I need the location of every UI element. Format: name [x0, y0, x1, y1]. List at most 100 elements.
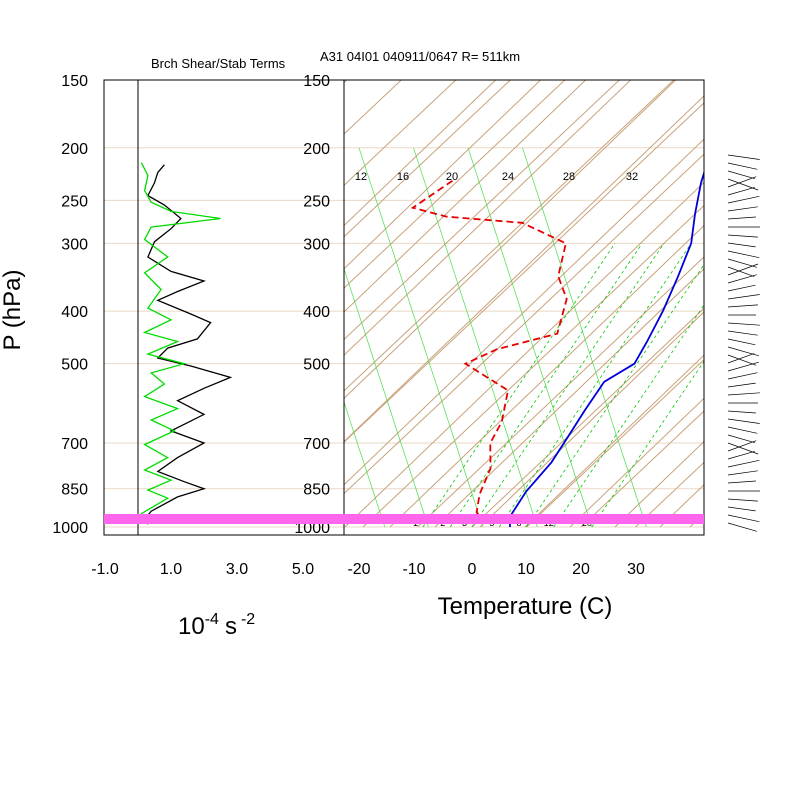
dry-adiabat-line [344, 181, 704, 528]
stability-term-line [140, 162, 221, 525]
moist-adiabat-label: 16 [397, 171, 409, 183]
wind-barb [727, 170, 755, 180]
wind-barb [727, 338, 756, 346]
dry-adiabat-line [389, 224, 704, 528]
isotherm-line [471, 307, 704, 528]
wind-barb [727, 274, 757, 284]
wind-barb [727, 426, 758, 434]
wind-barb [727, 266, 755, 277]
moist-adiabat-label: 28 [563, 171, 575, 183]
wind-barb [727, 154, 760, 160]
wind-barb [727, 294, 760, 300]
right-x-axis-label: Temperature (C) [438, 593, 613, 620]
wind-barb [727, 459, 760, 468]
y-axis-label: P (hPa) [0, 270, 26, 351]
wind-barb [727, 514, 760, 523]
isotherm-line [344, 80, 566, 289]
moist-adiabat-label: 24 [502, 171, 514, 183]
isotherm-line [689, 513, 704, 528]
temperature-profile [508, 170, 704, 528]
wind-barb [727, 522, 757, 532]
wind-barb [727, 234, 758, 238]
wind-barb [727, 442, 759, 455]
temperature-tick-label: -10 [402, 561, 425, 578]
chart-title: A31 04I01 040911/0647 R= 511km [320, 49, 520, 64]
pressure-label: 150 [61, 73, 88, 90]
temperature-tick-label: 20 [572, 561, 590, 578]
wind-barb [727, 372, 758, 380]
dry-adiabat-line [524, 354, 704, 528]
isotherm-line [0, 80, 292, 527]
pressure-label: 200 [303, 141, 330, 158]
moist-adiabat-line [522, 147, 647, 528]
isotherm-line [344, 80, 675, 392]
dry-adiabat-line [795, 0, 800, 527]
pressure-label: 250 [303, 193, 330, 210]
moist-adiabat-line [413, 147, 538, 528]
skewt-frame [343, 79, 705, 536]
wind-barb [727, 354, 757, 366]
pressure-label: 250 [61, 193, 88, 210]
pressure-label: 500 [303, 357, 330, 374]
wind-barb [727, 410, 756, 414]
pressure-label: 700 [61, 436, 88, 453]
moist-adiabat-line [344, 400, 386, 528]
wind-barb [727, 162, 758, 170]
pressure-label: 200 [61, 141, 88, 158]
isotherm-line [344, 80, 402, 135]
wind-barb [727, 206, 758, 212]
left-x-tick-label: 1.0 [160, 561, 182, 578]
pressure-label: 300 [61, 236, 88, 253]
isotherm-line [344, 80, 511, 238]
wind-barb [727, 284, 756, 292]
wind-barb [727, 382, 756, 388]
dry-adiabat-line [344, 80, 632, 356]
moist-adiabat-line [467, 147, 593, 528]
isotherm-line [362, 204, 704, 528]
pressure-label: 400 [61, 304, 88, 321]
dry-adiabat-line [344, 80, 677, 400]
isotherm-line [635, 461, 704, 528]
wind-barb [727, 392, 760, 396]
dry-adiabat-line [705, 0, 800, 527]
dry-adiabat-line [479, 311, 704, 528]
left-x-tick-label: 3.0 [226, 561, 248, 578]
pressure-label: 500 [61, 357, 88, 374]
wind-barb [727, 176, 757, 188]
dry-adiabat-line [750, 0, 800, 527]
isotherm-line [344, 153, 704, 495]
pressure-label: 700 [303, 436, 330, 453]
isotherm-line [745, 80, 800, 527]
wind-barb [727, 195, 760, 204]
wind-barb [727, 242, 756, 248]
dry-adiabat-line [434, 268, 704, 528]
wind-barb [727, 263, 759, 276]
left-panel-title: Brch Shear/Stab Terms [151, 56, 286, 71]
wind-barb [727, 330, 758, 336]
shear-stability-panel: -1.0 1.0 3.0 5.0 [91, 79, 345, 578]
mixing-ratio-line [422, 243, 616, 528]
surface-band [104, 514, 704, 524]
temperature-tick-label: -20 [347, 561, 370, 578]
moist-adiabat-label: 12 [355, 171, 367, 183]
wind-barb [727, 186, 755, 196]
isotherm-line [417, 256, 704, 528]
left-x-tick-label: 5.0 [292, 561, 314, 578]
wind-barb [727, 434, 755, 444]
pressure-label: 1000 [294, 520, 330, 537]
pressure-label: 150 [303, 73, 330, 90]
mixing-ratio-line [591, 360, 704, 528]
wind-barb [727, 470, 758, 476]
wind-barb [727, 322, 760, 326]
moist-adiabat-line [344, 267, 429, 528]
left-x-axis-label: 10-4 s -2 [178, 611, 255, 640]
mixing-ratio-line [498, 243, 692, 528]
wind-barb [727, 361, 759, 372]
dry-adiabat-line [344, 138, 704, 486]
wind-barb [727, 418, 760, 424]
moist-adiabat-label: 32 [626, 171, 638, 183]
temperature-tick-label: 10 [517, 561, 535, 578]
dry-adiabat-line [569, 397, 704, 528]
